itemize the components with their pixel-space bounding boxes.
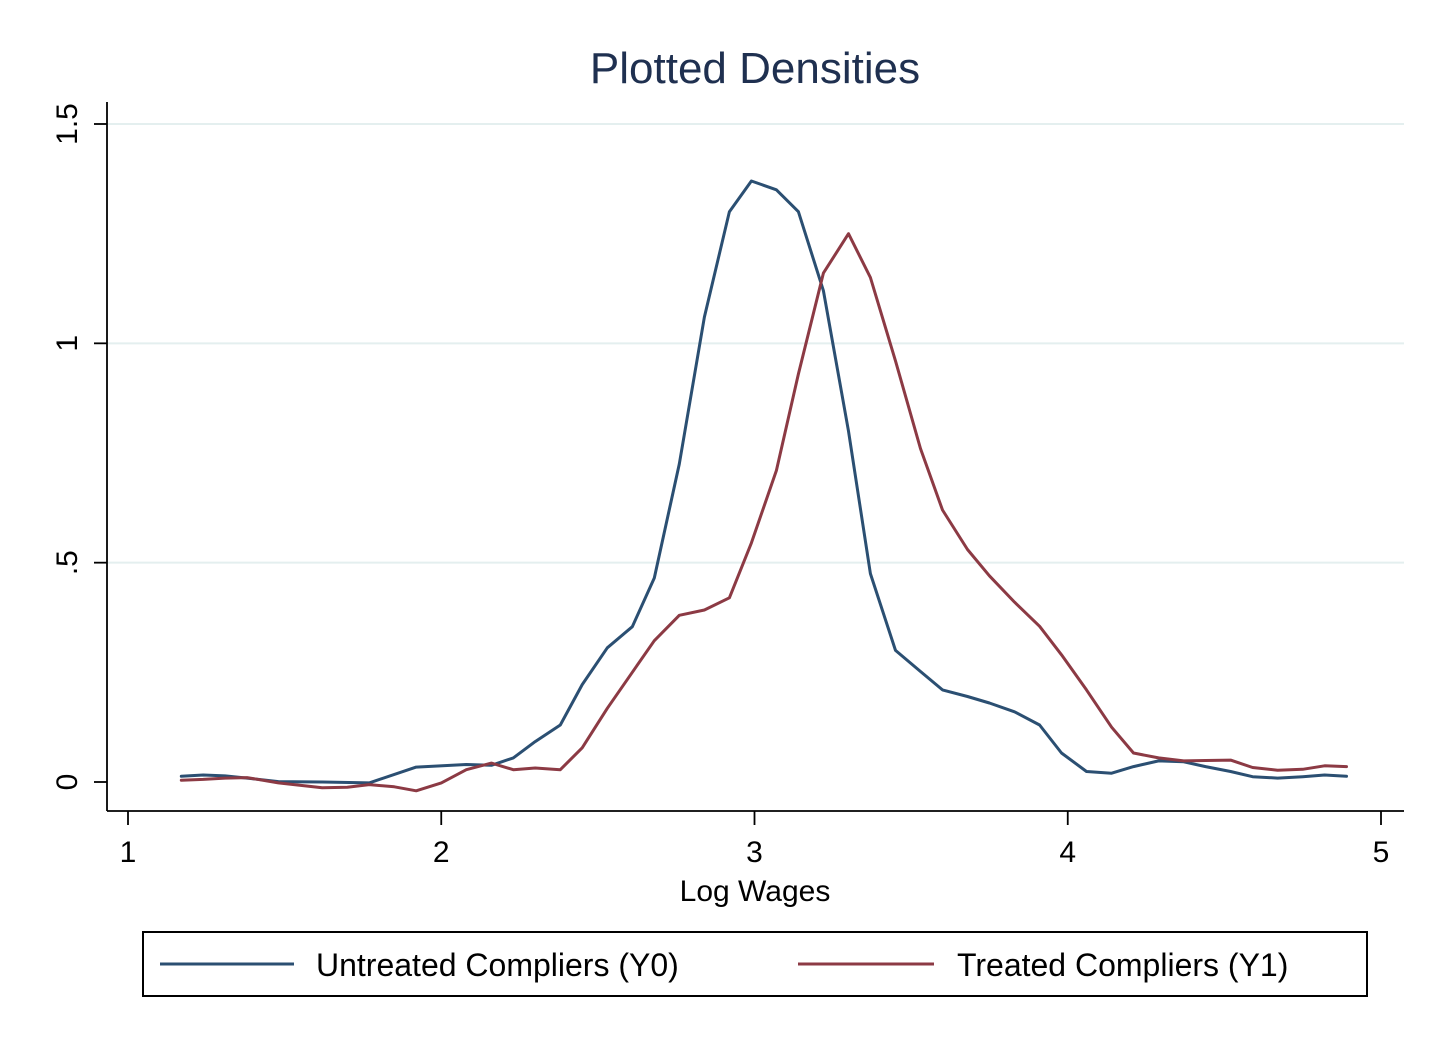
legend-label-untreated: Untreated Compliers (Y0) [316,947,679,983]
x-tick-label-2: 3 [746,836,763,869]
chart-title: Plotted Densities [590,44,920,93]
y-tick-label-1: .5 [51,550,84,575]
legend: Untreated Compliers (Y0) Treated Complie… [142,931,1368,997]
series-layer [179,179,1348,793]
series-line-0 [179,179,1348,785]
legend-label-treated: Treated Compliers (Y1) [957,947,1288,983]
y-ticks: 0 .5 1 1.5 [51,103,107,790]
legend-box [142,931,1368,997]
x-ticks: 1 2 3 4 5 [120,811,1390,869]
x-tick-label-0: 1 [120,836,137,869]
x-tick-label-1: 2 [433,836,450,869]
grid [108,123,1404,564]
x-tick-label-4: 5 [1373,836,1390,869]
y-tick-label-3: 1.5 [51,103,84,145]
x-tick-label-3: 4 [1059,836,1076,869]
x-axis-label: Log Wages [680,875,831,908]
series-line-1 [179,232,1348,793]
y-tick-label-0: 0 [51,774,84,791]
y-tick-label-2: 1 [51,335,84,352]
